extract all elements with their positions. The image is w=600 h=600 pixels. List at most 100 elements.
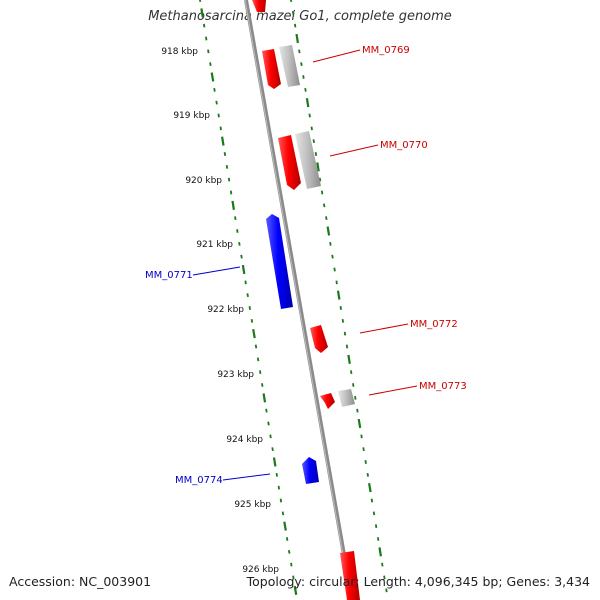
- right-tick-mark: [347, 354, 351, 364]
- ruler-label: 922 kbp: [207, 305, 244, 315]
- ruler-label: 924 kbp: [226, 435, 263, 445]
- right-tick-mark: [339, 306, 342, 310]
- right-tick-mark: [295, 33, 299, 44]
- gene-partial-bottom[interactable]: [340, 551, 360, 600]
- left-tick-mark: [292, 575, 295, 580]
- left-tick-mark: [252, 329, 256, 339]
- right-tick-mark: [291, 10, 295, 15]
- genome-backbone: [244, 0, 354, 600]
- left-tick-mark: [200, 8, 204, 18]
- left-tick-mark: [210, 72, 215, 82]
- right-tick-mark: [325, 216, 328, 221]
- accession-label: Accession: NC_003901: [9, 574, 152, 589]
- gene-MM_0772[interactable]: [310, 325, 328, 353]
- gene-label-MM_0771[interactable]: MM_0771: [145, 270, 193, 281]
- left-tick-mark: [209, 62, 212, 67]
- ruler-label: 919 kbp: [173, 111, 210, 121]
- right-tick-mark: [331, 254, 334, 259]
- left-tick-mark: [229, 190, 233, 195]
- left-tick-mark: [279, 498, 283, 503]
- left-tick-mark: [265, 408, 268, 413]
- right-tick-mark: [302, 75, 305, 79]
- right-tick-mark: [341, 318, 345, 323]
- ruler-label: 921 kbp: [196, 240, 233, 250]
- leader-line-MM_0773: [368, 385, 418, 396]
- right-tick-mark: [345, 344, 349, 349]
- right-tick-mark: [314, 152, 318, 156]
- gene-label-MM_0770[interactable]: MM_0770: [380, 140, 428, 151]
- right-tick-mark: [329, 241, 332, 246]
- gene-MM_0771[interactable]: [266, 214, 293, 309]
- left-tick-mark: [234, 216, 237, 221]
- right-tick-mark: [377, 537, 380, 541]
- left-tick-mark: [254, 344, 258, 349]
- right-tick-mark: [350, 370, 353, 375]
- left-tick-mark: [272, 457, 277, 467]
- right-tick-mark: [362, 447, 365, 452]
- right-tick-mark: [326, 226, 331, 236]
- gene-label-MM_0774[interactable]: MM_0774: [175, 475, 223, 486]
- left-tick-mark: [248, 306, 251, 310]
- right-tick-mark: [370, 498, 374, 503]
- left-tick-mark: [281, 511, 285, 516]
- right-tick-mark: [323, 203, 326, 208]
- gene-label-MM_0769[interactable]: MM_0769: [362, 45, 410, 56]
- gene-MM_0769[interactable]: [262, 45, 300, 89]
- ruler-label: 918 kbp: [161, 47, 198, 57]
- left-tick-mark: [213, 87, 216, 92]
- left-tick-mark: [219, 126, 222, 131]
- left-tick-mark: [244, 280, 247, 285]
- left-tick-mark: [262, 393, 267, 403]
- right-tick-track: [290, 0, 388, 593]
- left-tick-mark: [250, 318, 254, 323]
- left-tick-mark: [288, 549, 291, 554]
- leader-line-MM_0771: [192, 266, 241, 276]
- left-tick-mark: [215, 100, 218, 105]
- left-tick-mark: [256, 357, 260, 362]
- left-tick-mark: [261, 383, 264, 387]
- right-tick-mark: [381, 562, 384, 567]
- left-tick-mark: [286, 537, 289, 541]
- right-tick-mark: [318, 177, 322, 182]
- gene-label-MM_0772[interactable]: MM_0772: [410, 319, 458, 330]
- left-tick-mark: [217, 113, 220, 118]
- left-tick-mark: [290, 562, 293, 567]
- right-tick-mark: [378, 547, 382, 557]
- left-tick-mark: [240, 254, 243, 259]
- ruler-label: 925 kbp: [234, 500, 271, 510]
- left-tick-mark: [231, 200, 235, 210]
- right-tick-mark: [312, 139, 315, 144]
- right-tick-mark: [352, 383, 355, 387]
- gene-label-MM_0773[interactable]: MM_0773: [419, 381, 467, 392]
- left-tick-mark: [227, 177, 231, 182]
- gene-partial-top[interactable]: [252, 0, 266, 12]
- left-tick-mark: [205, 36, 208, 41]
- right-tick-mark: [343, 331, 347, 336]
- ruler-label: 923 kbp: [217, 370, 254, 380]
- right-tick-mark: [300, 62, 303, 67]
- left-tick-mark: [236, 229, 239, 233]
- genome-title: Methanosarcina mazei Go1, complete genom…: [148, 9, 452, 24]
- right-tick-mark: [316, 162, 320, 172]
- right-tick-mark: [308, 113, 311, 118]
- right-tick-mark: [366, 472, 369, 477]
- right-tick-mark: [354, 395, 357, 400]
- left-tick-mark: [246, 293, 249, 298]
- left-tick-mark: [259, 370, 262, 375]
- gene-MM_0774[interactable]: [302, 457, 319, 484]
- leader-line-MM_0769: [312, 49, 361, 63]
- right-tick-mark: [385, 588, 388, 593]
- right-tick-mark: [333, 267, 336, 272]
- gene-MM_0770[interactable]: [278, 131, 321, 190]
- right-tick-mark: [372, 511, 376, 516]
- left-tick-mark: [271, 447, 274, 452]
- right-tick-mark: [368, 483, 372, 493]
- ruler-label: 926 kbp: [242, 565, 279, 575]
- left-tick-mark: [207, 49, 210, 54]
- right-tick-mark: [304, 87, 307, 92]
- right-tick-mark: [336, 290, 341, 300]
- gene-MM_0773[interactable]: [320, 389, 355, 409]
- right-tick-mark: [305, 98, 310, 108]
- left-tick-mark: [241, 264, 246, 275]
